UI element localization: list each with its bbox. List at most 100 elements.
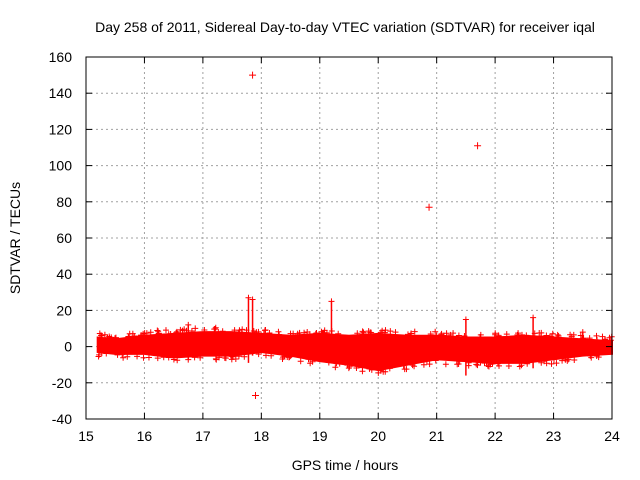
- data-point: [328, 298, 335, 305]
- data-point: [530, 314, 537, 321]
- data-point: [320, 330, 327, 337]
- data-point: [505, 362, 512, 369]
- data-point: [188, 327, 195, 334]
- y-tick-label: -20: [52, 375, 72, 391]
- chart-title: Day 258 of 2011, Sidereal Day-to-day VTE…: [95, 19, 595, 35]
- data-point: [465, 362, 472, 369]
- data-point: [462, 316, 469, 323]
- x-axis-label: GPS time / hours: [292, 457, 399, 473]
- x-tick-label: 22: [487, 428, 503, 444]
- data-point-outlier: [251, 391, 259, 399]
- data-point: [250, 327, 257, 334]
- data-point: [154, 327, 161, 334]
- data-point: [426, 361, 433, 368]
- data-point: [353, 365, 360, 372]
- data-point: [165, 331, 172, 338]
- data-point: [523, 332, 530, 339]
- data-points: [95, 71, 615, 399]
- data-point: [235, 329, 242, 336]
- data-point: [514, 331, 521, 338]
- data-point: [420, 361, 427, 368]
- data-point: [453, 357, 460, 364]
- data-point: [305, 356, 312, 363]
- data-point: [438, 332, 445, 339]
- y-tick-label: 40: [56, 266, 72, 282]
- data-point: [332, 364, 339, 371]
- data-point: [359, 364, 366, 371]
- y-tick-label: 0: [64, 339, 72, 355]
- data-point-outlier: [474, 142, 482, 150]
- data-point: [245, 294, 252, 301]
- data-point: [346, 363, 353, 370]
- plot-frame: [85, 56, 613, 420]
- x-tick-label: 15: [78, 428, 94, 444]
- data-point: [155, 330, 162, 337]
- data-point: [307, 360, 314, 367]
- data-point: [125, 333, 132, 340]
- y-tick-label: 60: [56, 230, 72, 246]
- data-point: [543, 332, 550, 339]
- data-point: [411, 328, 418, 335]
- data-point: [249, 296, 256, 303]
- data-point: [345, 365, 352, 372]
- data-point: [474, 362, 481, 369]
- data-point: [538, 359, 545, 366]
- data-point: [112, 334, 119, 341]
- data-point: [287, 353, 294, 360]
- data-point: [286, 354, 293, 361]
- grid-lines: [86, 57, 612, 419]
- data-point: [492, 330, 499, 337]
- data-point: [140, 354, 147, 361]
- data-point: [170, 356, 177, 363]
- x-tick-label: 21: [429, 428, 445, 444]
- data-point: [192, 325, 199, 332]
- data-point: [354, 330, 361, 337]
- data-point: [124, 353, 131, 360]
- data-point: [579, 329, 586, 336]
- data-point: [571, 357, 578, 364]
- data-point: [485, 363, 492, 370]
- data-point: [212, 324, 219, 331]
- data-point: [400, 362, 407, 369]
- data-point: [503, 331, 510, 338]
- data-point-outlier: [249, 71, 257, 79]
- data-point: [456, 358, 463, 365]
- data-point: [297, 358, 304, 365]
- data-point: [518, 362, 525, 369]
- data-point: [275, 328, 282, 335]
- data-point: [382, 327, 389, 334]
- data-point: [594, 337, 601, 344]
- data-point: [602, 336, 609, 343]
- data-point: [262, 327, 269, 334]
- data-point: [154, 355, 161, 362]
- data-point: [221, 354, 228, 361]
- data-point: [442, 361, 449, 368]
- data-point: [239, 326, 246, 333]
- data-point: [173, 329, 180, 336]
- data-point: [580, 335, 587, 342]
- data-point: [145, 354, 152, 361]
- data-point: [382, 368, 389, 375]
- data-point: [387, 328, 394, 335]
- data-point: [312, 330, 319, 337]
- data-point: [255, 351, 262, 358]
- data-point: [241, 353, 248, 360]
- data-point: [120, 354, 127, 361]
- data-point: [98, 350, 105, 357]
- data-point: [599, 333, 606, 340]
- data-point: [162, 327, 169, 334]
- data-point: [280, 354, 287, 361]
- data-point: [411, 363, 418, 370]
- data-point: [197, 354, 204, 361]
- data-point: [211, 326, 218, 333]
- data-point: [173, 328, 180, 335]
- x-tick-label: 23: [546, 428, 562, 444]
- data-point: [313, 330, 320, 337]
- y-tick-label: 20: [56, 302, 72, 318]
- data-point: [551, 356, 557, 363]
- data-point: [409, 362, 416, 369]
- data-band: [96, 331, 613, 372]
- y-axis-label: SDTVAR / TECUs: [7, 182, 23, 294]
- data-point: [119, 351, 126, 358]
